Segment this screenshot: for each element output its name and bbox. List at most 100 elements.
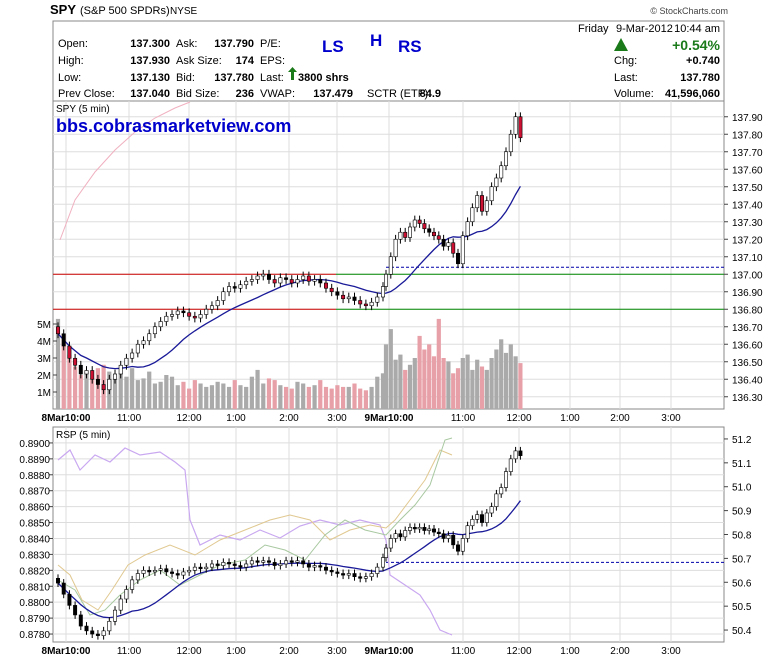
volume-label: Volume: [614,88,654,100]
spy-candle-63 [408,226,412,238]
spy-volume-bar-15 [141,378,146,409]
pe-label: P/E: [260,38,281,50]
spy-volume-bar-21 [175,385,180,409]
spy-candle-82 [499,165,504,179]
rsp-candle-43 [301,560,306,565]
low-value: 137.130 [130,72,170,84]
rsp-candle-11 [118,598,123,611]
spy-candle-14 [135,343,140,354]
rsp-right-tick-label-4: 50.8 [732,531,752,542]
rsp-candle-68 [432,528,436,533]
rsp-candle-62 [403,530,408,538]
chg-value: +0.740 [686,55,720,67]
spy-candle-24 [192,315,197,319]
spy-candle-21 [175,310,180,315]
spy-volume-bar-61 [398,354,403,409]
spy-candle-49 [335,291,340,296]
spy-volume-bar-27 [209,385,215,409]
spy-candle-44 [306,275,311,282]
rsp-candle-8 [101,630,106,636]
rsp-candle-38 [272,562,277,566]
quote-box [52,20,725,102]
rsp-candle-49 [335,571,340,574]
volume-tick-label-0: 1M [37,388,51,399]
rsp-candle-18 [158,568,163,571]
spy-volume-bar-26 [204,386,209,409]
spy-volume-bar-49 [335,385,340,409]
spy-candle-48 [329,287,334,293]
spy-candle-4 [78,364,83,375]
spy-candle-27 [209,305,214,310]
rsp-candle-64 [412,527,417,530]
volume-value: 41,596,060 [665,88,720,100]
watermark-text: bbs.cobrasmarketview.com [56,116,291,136]
volume-tick-label-4: 5M [37,320,51,331]
spy-candle-55 [369,301,374,307]
spy-candle-60 [393,238,398,258]
spy-candle-26 [204,308,209,315]
volume-tick-label-3: 4M [37,337,51,348]
volume-tick-label-2: 3M [37,354,51,365]
spy-volume-bar-0 [55,318,61,409]
rsp-candle-0 [56,577,60,584]
spy-candle-42 [295,279,300,284]
spy-candle-68 [432,231,436,237]
prev-close-value: 137.040 [130,88,170,100]
spy-volume-bar-30 [226,386,232,409]
rsp-candle-10 [113,609,117,622]
sctr-label: SCTR (ETF): [367,88,431,100]
rsp-candle-63 [408,527,412,531]
rsp-left-tick-label-3: 0.8810 [19,582,50,593]
ask-label: Ask: [176,38,197,50]
spy-ytick-label-13: 137.60 [732,165,763,176]
last-label: Last: [614,72,638,84]
spy-volume-bar-62 [403,369,408,409]
spy-candle-6 [90,370,95,380]
spy-candle-51 [346,296,351,300]
spy-axis: 1M 2M 3M 4M 5M 136.30 136.40 136.50 136.60 136.70… [37,113,763,424]
spy-volume-bar-81 [494,349,499,409]
rsp-candle-47 [324,566,328,571]
spy-candle-12 [124,357,129,366]
spy-candle-31 [232,286,237,289]
spy-candle-45 [312,279,317,282]
spy-panel-title: SPY (5 min) [56,104,110,115]
rsp-left-tick-label-10: 0.8880 [19,471,50,482]
spy-volume-bar-40 [283,386,289,409]
spy-candle-81 [494,177,499,188]
spy-candle-43 [301,275,306,280]
spy-volume-bar-71 [446,361,451,409]
high-value: 137.930 [130,55,170,67]
spy-pink-line [59,101,191,241]
spy-xtick-label-2: 12:00 [176,413,201,424]
quote-grid: Open: 137.300 High: 137.930 Low: 137.130… [58,23,721,100]
spy-candle-23 [187,312,192,317]
spy-candle-37 [266,273,271,280]
rsp-candle-82 [499,487,504,495]
spy-candle-64 [412,219,417,228]
spy-xtick-label-9: 1:00 [560,413,580,424]
spy-xtick-label-7: 11:00 [451,413,476,424]
rsp-candle-33 [244,563,249,568]
rsp-candle-86 [518,450,523,456]
rsp-candle-39 [278,563,283,566]
spy-volume-bar-46 [318,380,323,409]
rsp-candle-79 [484,512,489,523]
exchange: NYSE [170,6,198,17]
spy-ytick-label-16: 137.90 [732,113,763,124]
last-trade-value: 3800 shrs [298,72,349,84]
spy-candle-80 [489,186,494,202]
ask-size-value: 174 [236,55,255,67]
rsp-candle-7 [95,633,100,636]
spy-candle-69 [436,235,441,240]
spy-volume-bar-58 [383,344,389,409]
spy-volume-bar-28 [215,381,220,409]
spy-volume-bar-6 [90,378,95,409]
vwap-label: VWAP: [260,88,295,100]
spy-volume-bar-60 [393,359,398,409]
rsp-candle-69 [436,531,441,535]
spy-volume-bar-47 [323,386,329,409]
rsp-candle-37 [266,560,271,563]
spy-candle-78 [480,195,484,212]
